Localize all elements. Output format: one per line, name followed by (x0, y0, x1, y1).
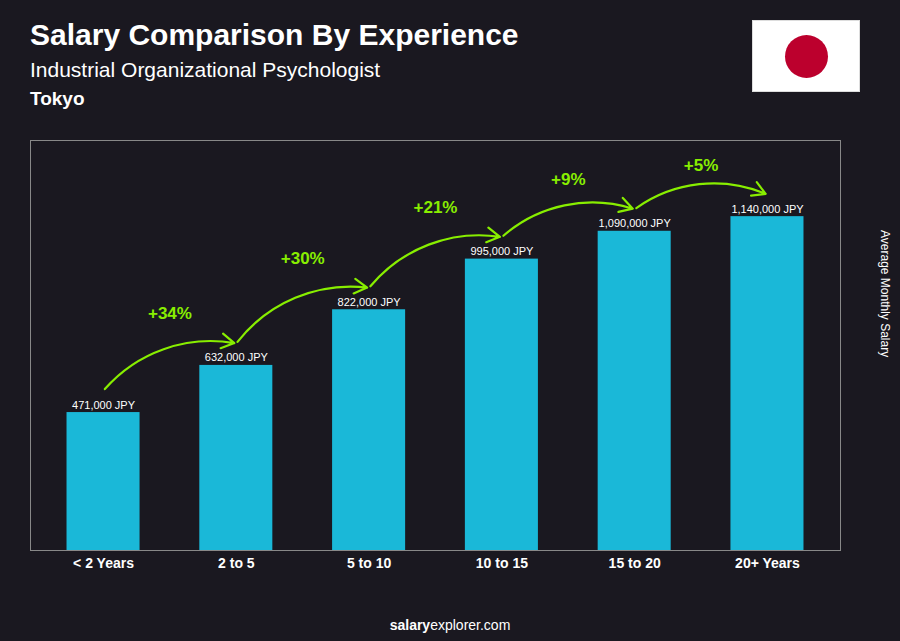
svg-text:+30%: +30% (281, 249, 325, 268)
svg-text:632,000 JPY: 632,000 JPY (205, 351, 269, 363)
svg-text:15 to 20: 15 to 20 (609, 555, 661, 571)
svg-text:822,000 JPY: 822,000 JPY (338, 296, 402, 308)
svg-text:5 to 10: 5 to 10 (347, 555, 392, 571)
html-text:Tokyo: Tokyo (30, 88, 85, 109)
html-text:Industrial Organizational Psyc: Industrial Organizational Psychologist (30, 58, 381, 81)
svg-text:995,000 JPY: 995,000 JPY (470, 245, 534, 257)
svg-text:+5%: +5% (684, 156, 719, 175)
svg-text:< 2 Years: < 2 Years (73, 555, 134, 571)
svg-text:+9%: +9% (551, 170, 586, 189)
html-text:Average Monthly Salary: Average Monthly Salary (878, 230, 892, 358)
svg-text:+34%: +34% (148, 304, 192, 323)
svg-text:+21%: +21% (414, 198, 458, 217)
svg-text:471,000 JPY: 471,000 JPY (72, 399, 136, 411)
svg-text:20+ Years: 20+ Years (735, 555, 800, 571)
html-text:Salary Comparison By Experienc: Salary Comparison By Experience (30, 18, 519, 51)
svg-text:10 to 15: 10 to 15 (476, 555, 528, 571)
svg-text:1,090,000 JPY: 1,090,000 JPY (599, 217, 672, 229)
html-text:salary explorer.com: salary explorer.com (389, 617, 511, 633)
svg-text:1,140,000 JPY: 1,140,000 JPY (731, 203, 804, 215)
svg-text:2 to 5: 2 to 5 (218, 555, 255, 571)
